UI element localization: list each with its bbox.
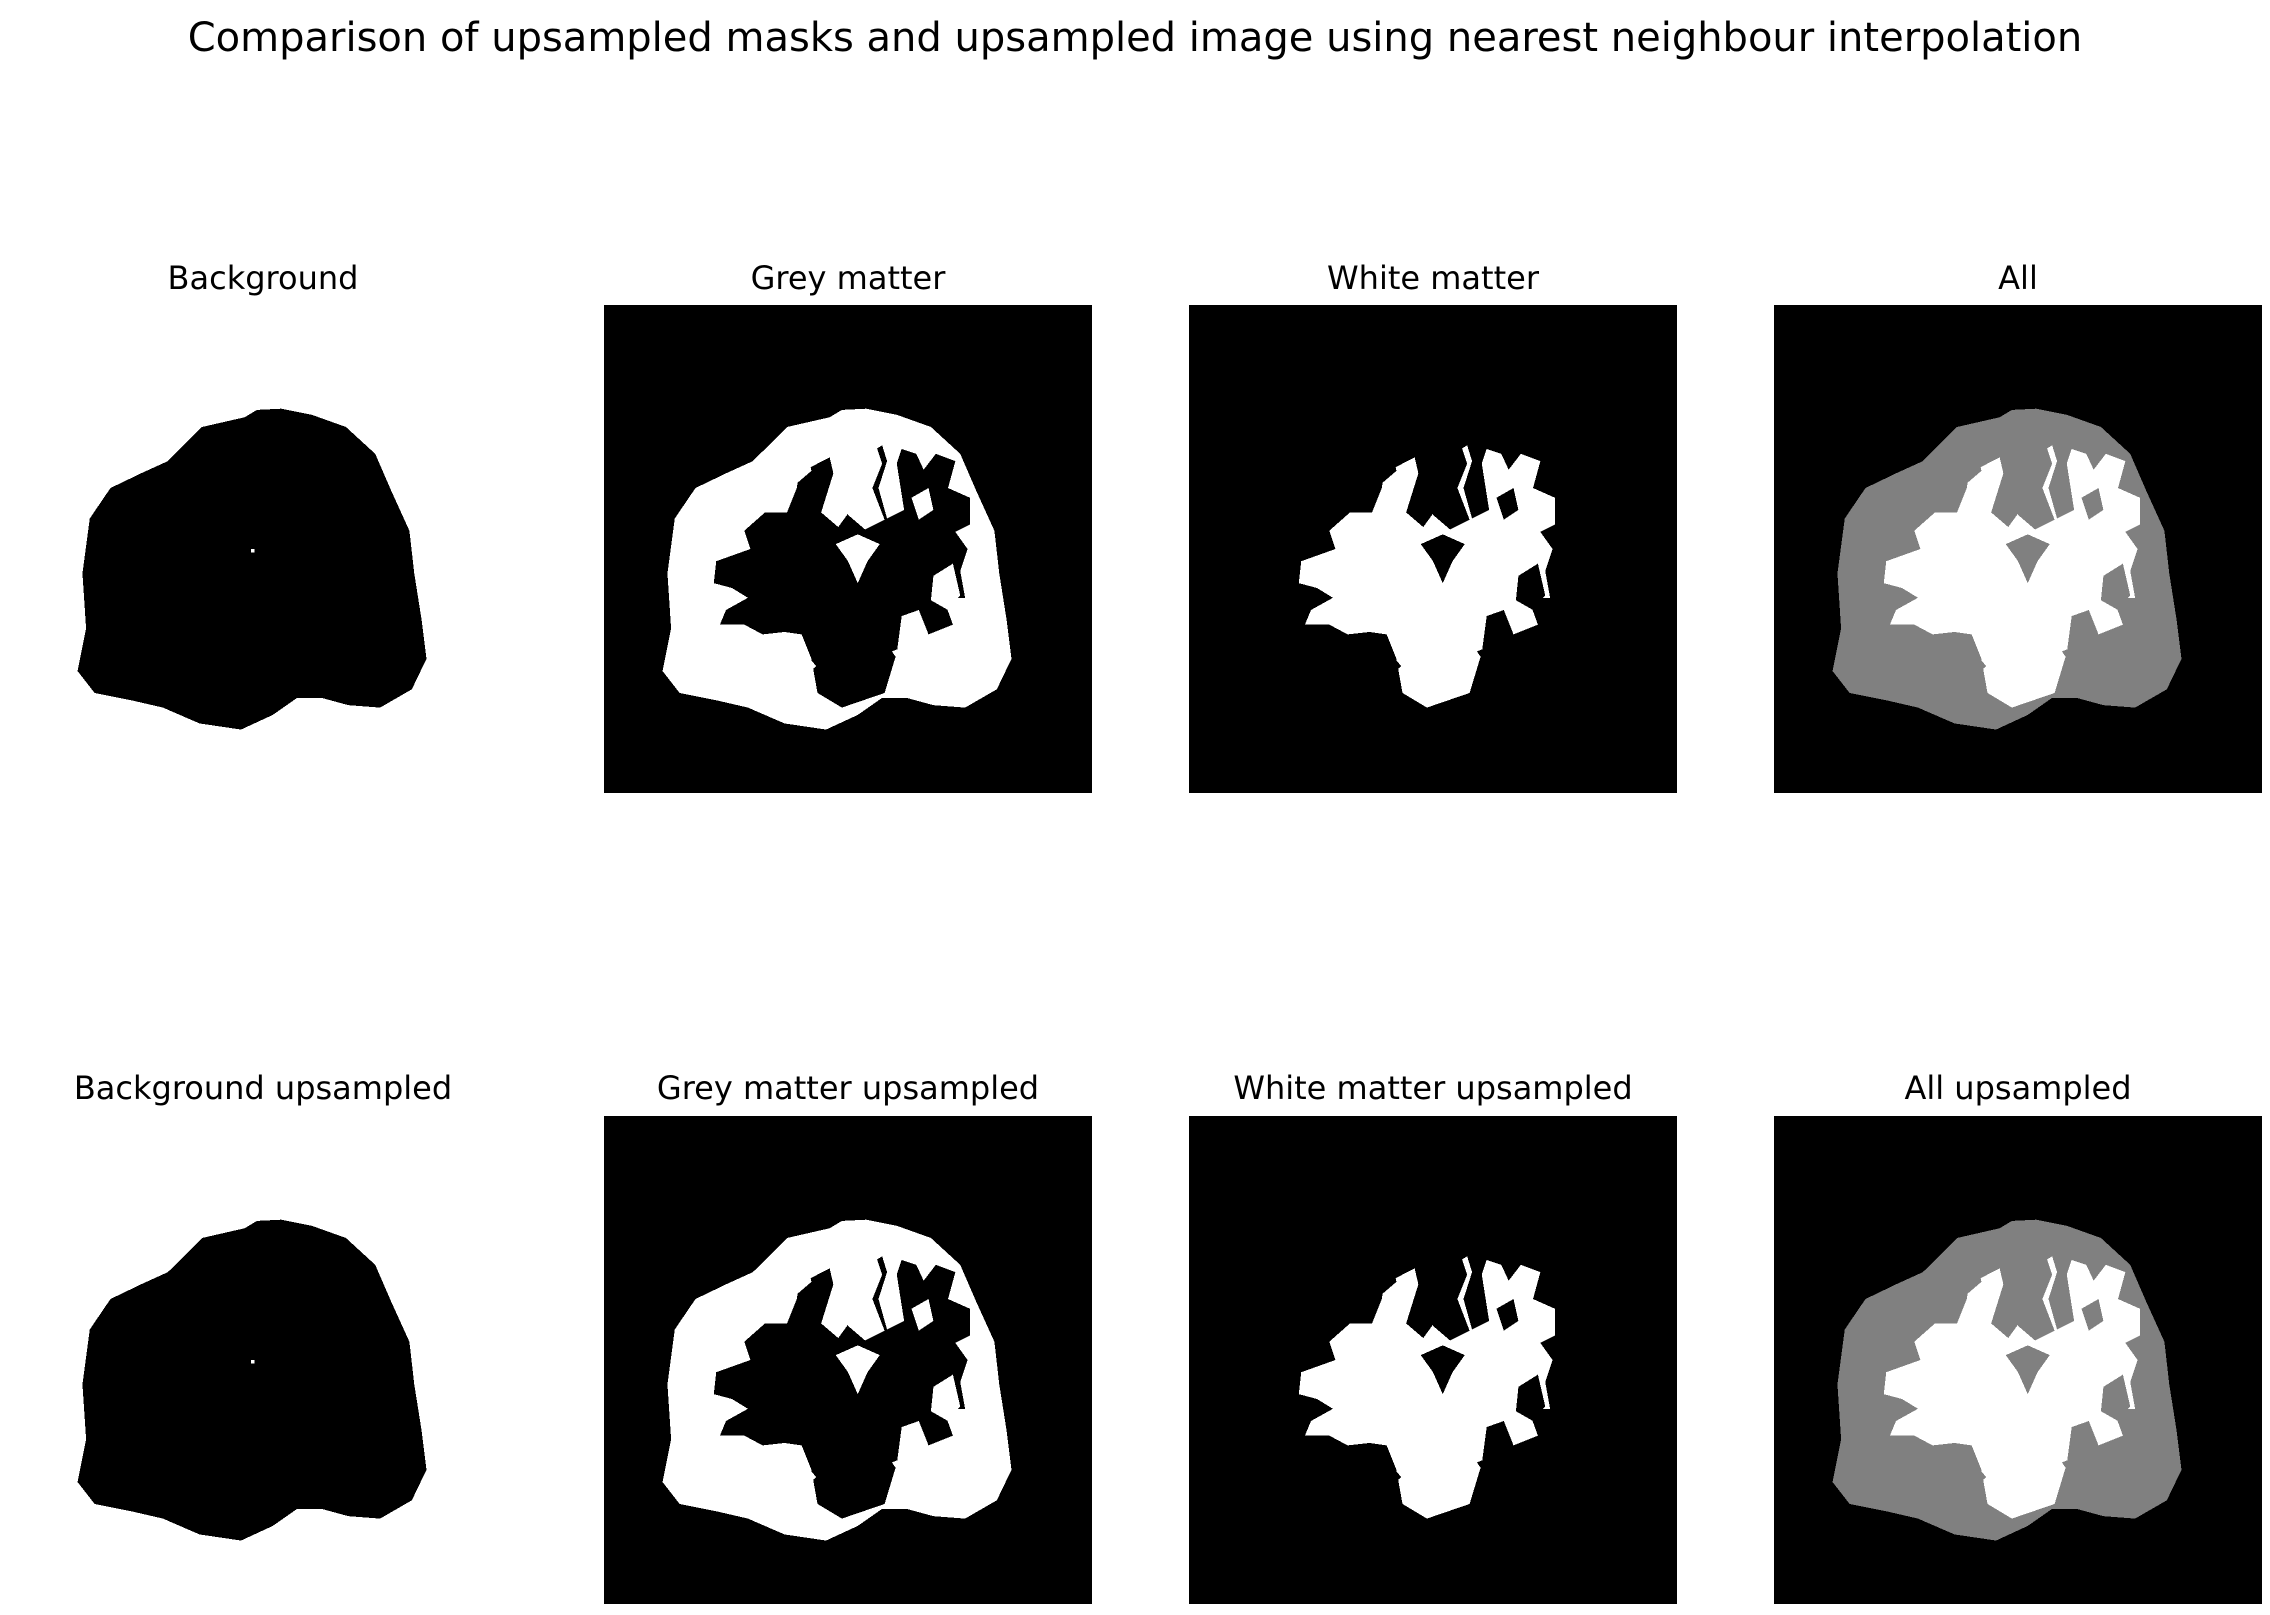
all-labels-upsampled-image [1774,1116,2262,1604]
white-matter-mask-image [1189,305,1677,793]
panel-title-background-upsampled: Background upsampled [73,1069,453,1107]
panel-background [19,305,507,793]
panel-title-all-upsampled: All upsampled [1904,1069,2132,1107]
panel-title-grey-matter-upsampled: Grey matter upsampled [656,1069,1040,1107]
background-mask-image [19,305,507,793]
panel-title-grey-matter: Grey matter [750,259,946,297]
panel-white-matter-upsampled [1189,1116,1677,1604]
panel-background-upsampled [19,1116,507,1604]
panel-title-white-matter: White matter [1327,259,1539,297]
panel-title-all: All [1998,259,2038,297]
panel-grey-matter [604,305,1092,793]
white-matter-upsampled-mask-image [1189,1116,1677,1604]
panel-title-white-matter-upsampled: White matter upsampled [1233,1069,1633,1107]
panel-all [1774,305,2262,793]
all-labels-image [1774,305,2262,793]
panel-grey-matter-upsampled [604,1116,1092,1604]
panel-all-upsampled [1774,1116,2262,1604]
panel-white-matter [1189,305,1677,793]
panel-title-background: Background [167,259,359,297]
figure-title: Comparison of upsampled masks and upsamp… [187,15,2083,61]
grey-matter-mask-image [604,305,1092,793]
background-upsampled-mask-image [19,1116,507,1604]
grey-matter-upsampled-mask-image [604,1116,1092,1604]
